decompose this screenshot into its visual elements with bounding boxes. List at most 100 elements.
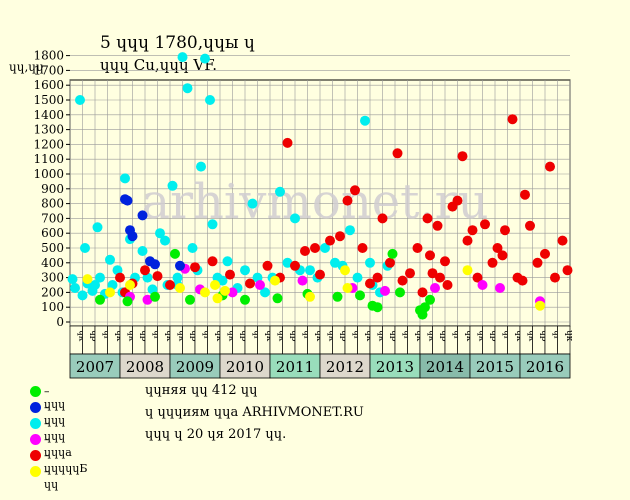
data-point bbox=[462, 265, 473, 276]
y-tick-label: 800 bbox=[41, 197, 64, 211]
data-point bbox=[155, 228, 165, 239]
data-point bbox=[150, 259, 160, 270]
y-tick-label: 900 bbox=[41, 182, 64, 196]
data-point bbox=[467, 225, 478, 236]
data-point bbox=[405, 268, 415, 279]
quarter-label: ɥр bbox=[489, 330, 499, 342]
data-point bbox=[377, 213, 388, 224]
quarter-label: ɥр bbox=[539, 330, 549, 342]
data-point bbox=[340, 265, 350, 276]
data-point bbox=[385, 257, 395, 268]
quarter-label: ɥк bbox=[526, 330, 536, 342]
data-point bbox=[70, 283, 80, 293]
data-point bbox=[245, 278, 255, 289]
quarter-label: ɥр bbox=[189, 330, 199, 342]
data-point bbox=[255, 280, 265, 290]
data-point bbox=[387, 248, 398, 259]
data-point bbox=[305, 265, 315, 276]
data-point bbox=[140, 265, 150, 276]
quarter-label: ɥк bbox=[326, 330, 336, 342]
data-point bbox=[480, 219, 490, 230]
data-point bbox=[395, 287, 405, 298]
data-point bbox=[120, 173, 130, 184]
quarter-label: ɥг bbox=[351, 330, 361, 341]
y-tick-label: 1800 bbox=[33, 49, 64, 63]
data-point bbox=[462, 235, 473, 246]
data-point bbox=[557, 235, 568, 246]
quarter-label: ɥк bbox=[164, 330, 174, 342]
data-point bbox=[80, 243, 90, 253]
year-cell bbox=[119, 353, 171, 379]
data-point bbox=[95, 272, 105, 283]
data-point bbox=[77, 290, 88, 301]
quarter-label: ɥк bbox=[276, 330, 286, 342]
year-cell bbox=[269, 353, 321, 379]
note-average: ɥɥняя ɥɥ 412 ɥɥ bbox=[145, 383, 258, 398]
data-point bbox=[260, 287, 270, 298]
data-point bbox=[122, 195, 133, 206]
quarter-label: ɥк bbox=[376, 330, 386, 342]
data-point bbox=[330, 257, 340, 268]
data-point bbox=[115, 272, 125, 283]
data-point bbox=[207, 219, 218, 230]
data-point bbox=[497, 250, 508, 261]
year-cell bbox=[169, 353, 221, 379]
data-point bbox=[105, 254, 115, 265]
quarter-label: ɥр bbox=[339, 330, 349, 342]
data-point bbox=[152, 271, 163, 282]
data-point bbox=[196, 161, 206, 172]
quarter-label: ɥк bbox=[264, 330, 274, 342]
data-point bbox=[380, 285, 390, 296]
data-point bbox=[300, 246, 310, 256]
data-point bbox=[372, 272, 383, 283]
chart-subtitle: ɥɥɥ Cu,ɥɥɥ VF. bbox=[100, 56, 218, 74]
year-label: 2007 bbox=[76, 358, 114, 376]
data-point bbox=[550, 272, 560, 283]
quarter-label: ɥк bbox=[114, 330, 124, 342]
data-point bbox=[82, 274, 93, 285]
data-point bbox=[342, 283, 353, 293]
data-point bbox=[435, 272, 445, 283]
data-point bbox=[420, 302, 430, 313]
year-label: 2012 bbox=[326, 358, 364, 376]
y-axis: 0100200300400500600700800900100011001200… bbox=[33, 49, 70, 329]
data-point bbox=[320, 243, 330, 253]
quarter-label: ɥг bbox=[151, 330, 161, 341]
data-point bbox=[282, 137, 293, 148]
data-point bbox=[290, 213, 300, 224]
y-tick-label: 1700 bbox=[33, 63, 64, 77]
data-point bbox=[425, 250, 435, 261]
year-cell bbox=[369, 353, 421, 379]
year-label: 2009 bbox=[176, 358, 214, 376]
data-point bbox=[477, 280, 488, 290]
data-point bbox=[142, 294, 153, 305]
y-tick-label: 700 bbox=[41, 211, 64, 225]
data-point bbox=[220, 285, 230, 296]
data-point bbox=[175, 260, 185, 271]
quarter-label: ɥг bbox=[551, 330, 561, 341]
quarter-label: ɥк bbox=[514, 330, 524, 342]
data-point bbox=[187, 243, 198, 253]
data-point bbox=[182, 83, 193, 94]
data-point bbox=[535, 300, 545, 311]
quarter-label: ɥр bbox=[89, 330, 99, 342]
data-point bbox=[290, 260, 300, 271]
data-point bbox=[562, 265, 573, 276]
quarter-label: ɥк bbox=[214, 330, 224, 342]
quarter-label: ɥг bbox=[251, 330, 261, 341]
data-point bbox=[270, 275, 280, 286]
data-point bbox=[67, 274, 78, 285]
data-point bbox=[345, 225, 355, 236]
y-tick-label: 1100 bbox=[33, 152, 64, 166]
year-label: 2011 bbox=[276, 358, 314, 376]
data-point bbox=[350, 185, 360, 196]
quarter-label: ɥк bbox=[426, 330, 436, 342]
data-point bbox=[297, 275, 308, 286]
data-point bbox=[425, 294, 435, 305]
quarter-label: ɥр bbox=[289, 330, 299, 342]
data-point bbox=[430, 283, 440, 293]
quarter-label: ɥг bbox=[501, 330, 511, 341]
data-point bbox=[427, 268, 438, 279]
